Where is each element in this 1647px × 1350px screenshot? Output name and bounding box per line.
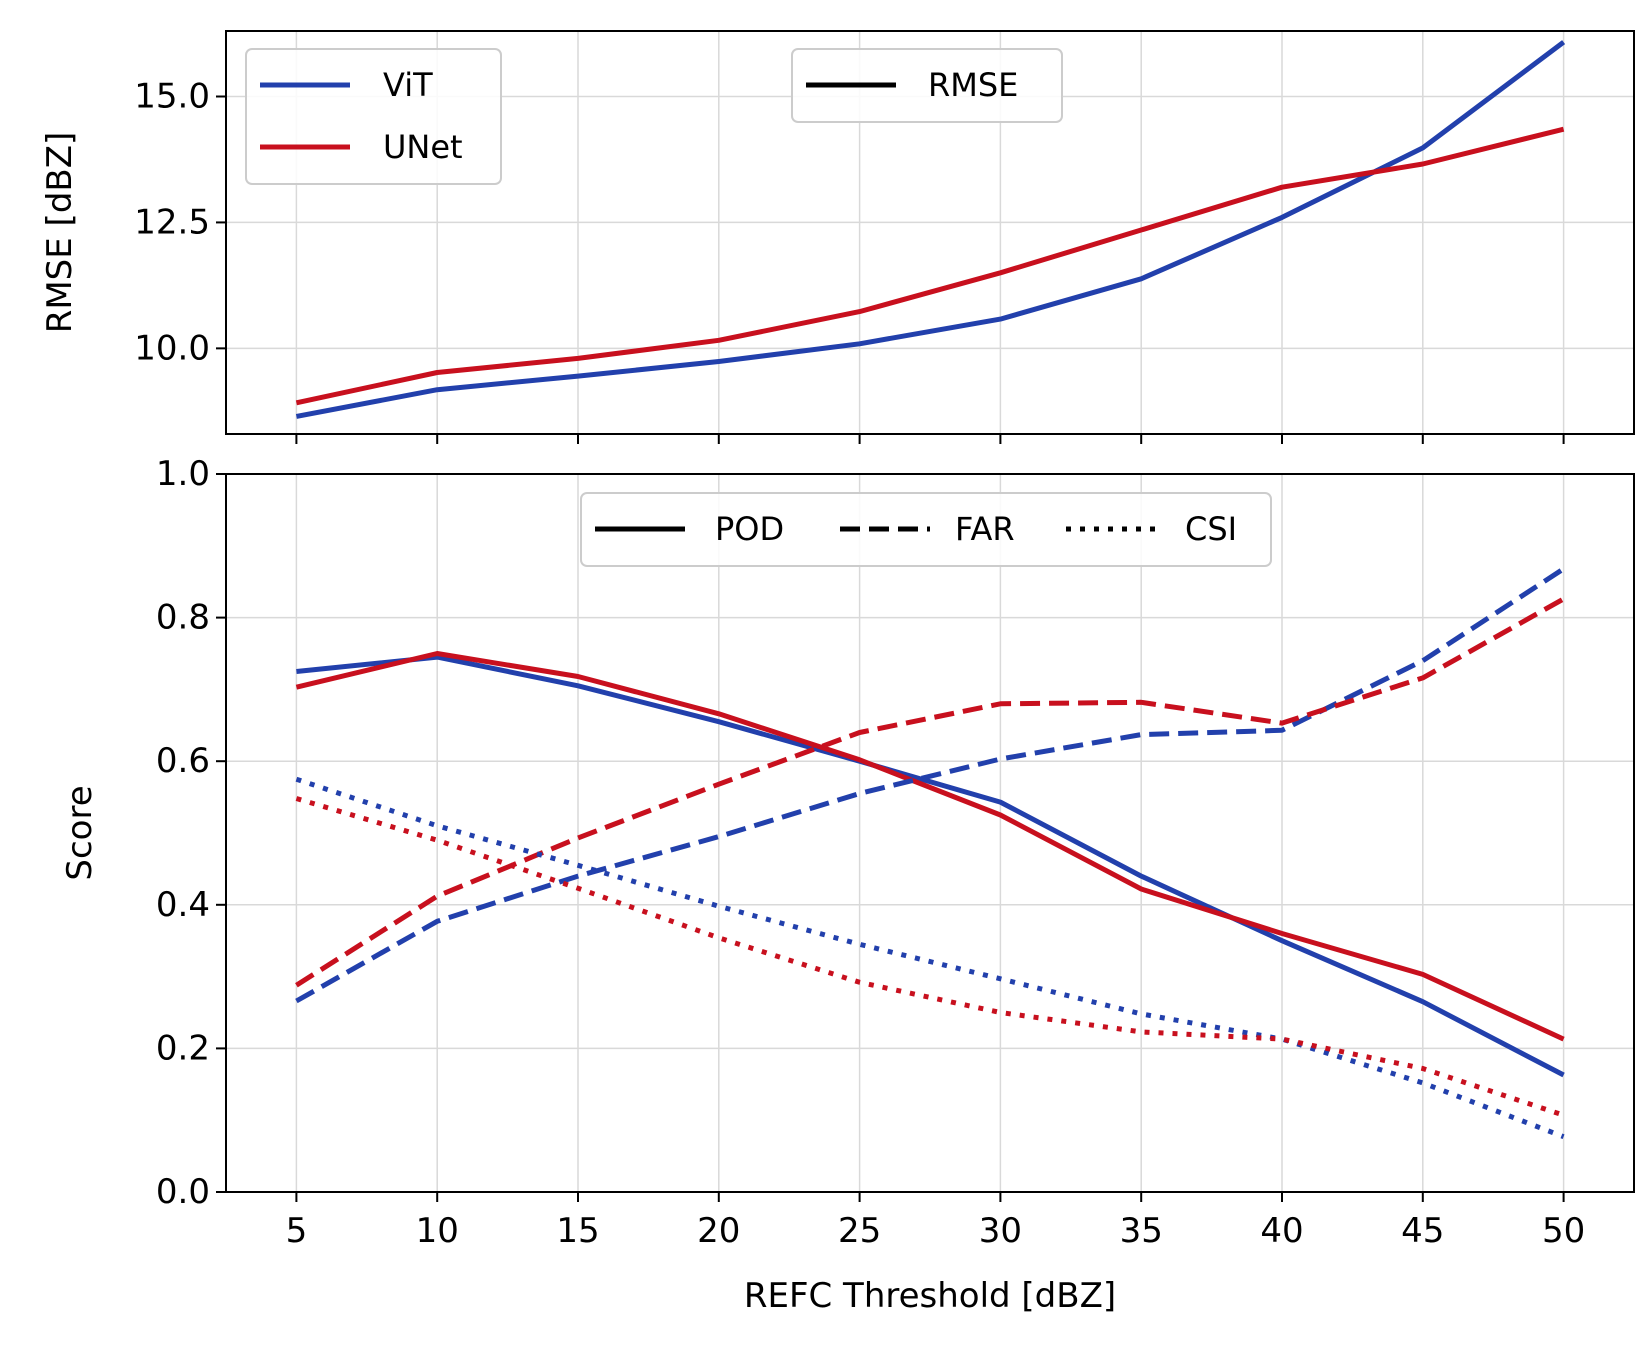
legend-far-label: FAR bbox=[955, 510, 1015, 548]
y-tick-label: 0.8 bbox=[156, 598, 210, 638]
legend-pod-label: POD bbox=[715, 510, 784, 548]
x-tick-label: 45 bbox=[1401, 1211, 1444, 1251]
y-tick-label: 0.2 bbox=[156, 1028, 210, 1068]
y-tick-label: 0.0 bbox=[156, 1172, 210, 1212]
x-tick-label: 20 bbox=[697, 1211, 740, 1251]
x-tick-label: 30 bbox=[979, 1211, 1022, 1251]
legend-csi-label: CSI bbox=[1185, 510, 1237, 548]
score-y-axis-label: Score bbox=[60, 785, 100, 880]
x-tick-label: 40 bbox=[1260, 1211, 1303, 1251]
score-metric-legend: POD FAR CSI bbox=[580, 492, 1272, 567]
x-tick-label: 10 bbox=[416, 1211, 459, 1251]
x-axis-label: REFC Threshold [dBZ] bbox=[744, 1276, 1116, 1316]
rmse-legend-box bbox=[791, 48, 1063, 123]
score-panel: 5 10 15 20 25 30 35 40 45 50 0.0 0.2 0.4 0.6 0.8 1.0 Sc… bbox=[60, 454, 1635, 1316]
series-vit-far bbox=[295, 566, 1565, 1004]
y-tick-label: 1.0 bbox=[156, 454, 210, 494]
series-vit-pod bbox=[296, 654, 1565, 1078]
rmse-axes-frame bbox=[225, 30, 1635, 435]
y-tick-label: 10.0 bbox=[134, 328, 210, 368]
legend-rmse-label: RMSE bbox=[928, 66, 1018, 104]
rmse-y-axis-label: RMSE [dBZ] bbox=[40, 132, 80, 334]
series-unet-csi bbox=[295, 796, 1565, 1118]
x-tick-label: 35 bbox=[1120, 1211, 1163, 1251]
y-tick-label: 15.0 bbox=[134, 76, 210, 116]
series-unet-pod bbox=[295, 651, 1565, 1042]
y-tick-label: 0.6 bbox=[156, 741, 210, 781]
model-legend-box bbox=[245, 48, 502, 185]
series-unet-far bbox=[295, 596, 1565, 988]
model-legend: ViT UNet bbox=[245, 48, 502, 185]
y-tick-label: 12.5 bbox=[134, 202, 210, 242]
series-vit bbox=[295, 40, 1566, 419]
x-tick-label: 25 bbox=[838, 1211, 881, 1251]
x-tick-label: 5 bbox=[286, 1211, 308, 1251]
score-legend-box bbox=[580, 492, 1272, 567]
score-axes-frame bbox=[225, 473, 1635, 1193]
score-ticks: 5 10 15 20 25 30 35 40 45 50 0.0 0.2 0.4 0.6 0.8 1.0 bbox=[156, 454, 1585, 1251]
y-tick-label: 0.4 bbox=[156, 885, 210, 925]
score-gridlines bbox=[226, 473, 1634, 1193]
legend-vit-label: ViT bbox=[383, 66, 433, 104]
legend-unet-label: UNet bbox=[383, 128, 463, 166]
series-vit-csi bbox=[295, 776, 1565, 1140]
x-tick-label: 15 bbox=[556, 1211, 599, 1251]
series-unet bbox=[295, 126, 1565, 406]
x-tick-label: 50 bbox=[1542, 1211, 1585, 1251]
score-series bbox=[295, 566, 1565, 1140]
rmse-panel: 10.0 12.5 15.0 RMSE [dBZ] ViT UNet RMSE bbox=[40, 30, 1635, 444]
rmse-metric-legend: RMSE bbox=[791, 48, 1063, 123]
rmse-series bbox=[295, 40, 1566, 419]
rmse-ticks: 10.0 12.5 15.0 bbox=[134, 76, 1565, 444]
